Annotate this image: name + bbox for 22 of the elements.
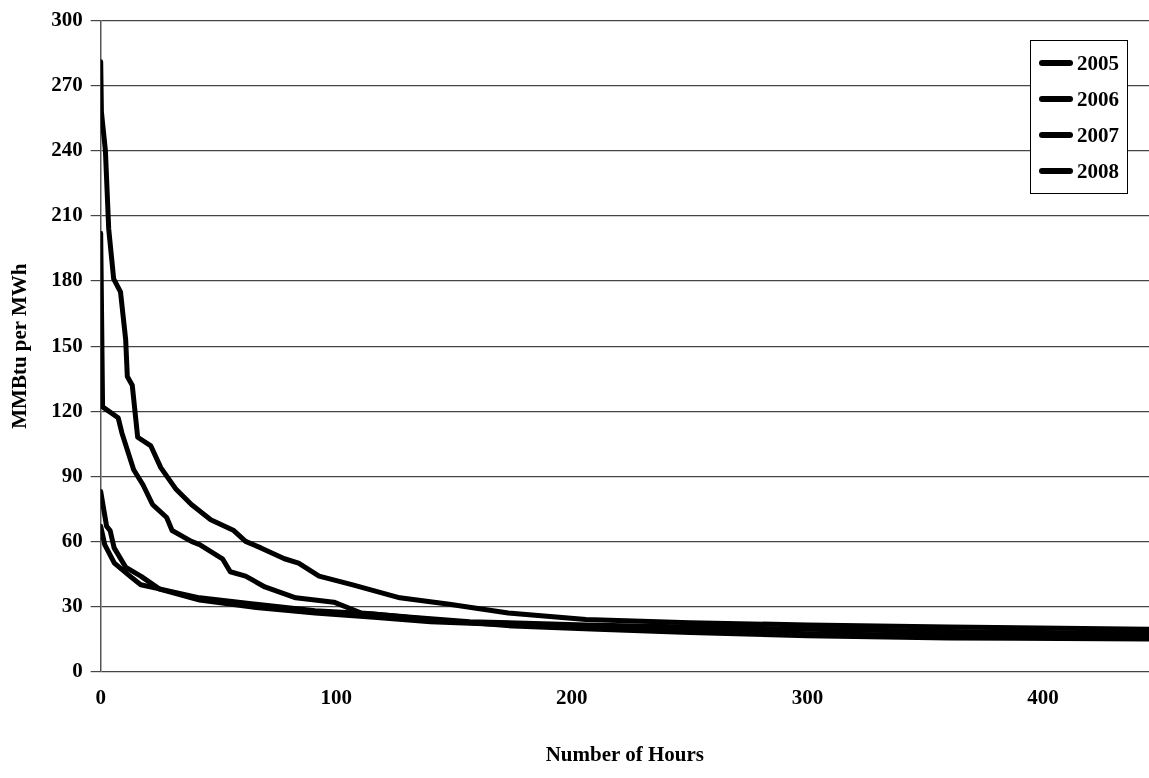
y-tick-label: 90 bbox=[61, 462, 83, 487]
y-tick-label: 240 bbox=[51, 137, 83, 162]
y-tick-label: 150 bbox=[51, 332, 83, 357]
legend-label: 2008 bbox=[1077, 158, 1119, 184]
y-tick-label: 30 bbox=[61, 592, 83, 617]
y-tick-label: 270 bbox=[51, 72, 83, 97]
y-tick-label: 210 bbox=[51, 202, 83, 227]
y-tick-label: 0 bbox=[72, 658, 83, 683]
x-tick-label: 200 bbox=[556, 684, 588, 709]
y-tick-label: 300 bbox=[51, 7, 83, 32]
x-tick-label: 0 bbox=[95, 684, 106, 709]
y-tick-label: 180 bbox=[51, 267, 83, 292]
x-axis-title: Number of Hours bbox=[545, 741, 704, 766]
y-tick-label: 60 bbox=[61, 527, 83, 552]
x-tick-label: 100 bbox=[320, 684, 353, 709]
x-tick-label: 300 bbox=[791, 684, 824, 709]
y-tick-label: 120 bbox=[51, 397, 83, 422]
legend-label: 2007 bbox=[1077, 122, 1119, 148]
x-tick-label: 400 bbox=[1027, 684, 1059, 709]
y-axis-title: MMBtu per MWh bbox=[7, 263, 32, 429]
legend-label: 2005 bbox=[1077, 50, 1119, 76]
legend-label: 2006 bbox=[1077, 86, 1119, 112]
